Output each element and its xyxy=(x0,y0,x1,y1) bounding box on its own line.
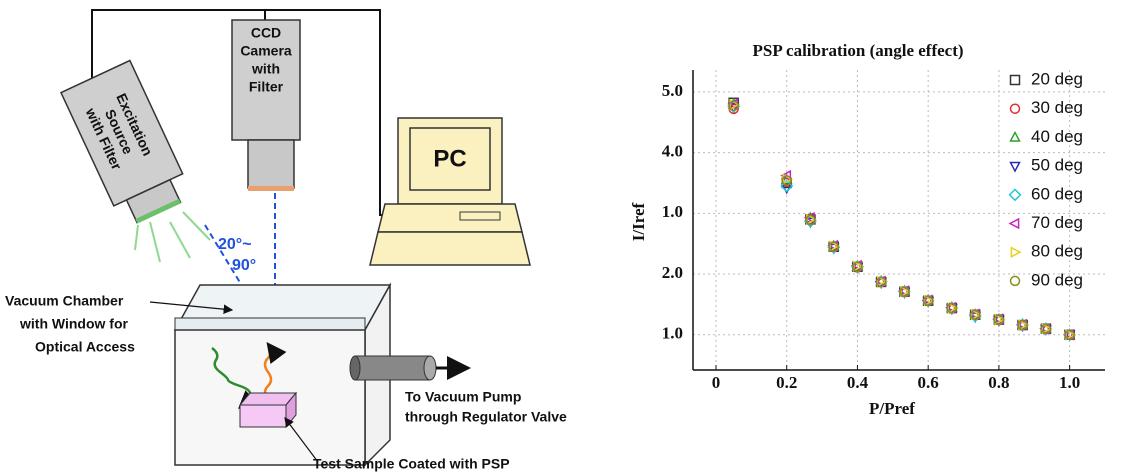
x-tick-label: 1.0 xyxy=(1059,373,1080,392)
legend-label: 70 deg xyxy=(1031,213,1083,232)
angle-label: 90° xyxy=(232,257,256,274)
legend-label: 40 deg xyxy=(1031,127,1083,146)
legend-marker xyxy=(1011,276,1020,285)
page: Excitation Source with Filter CCD Camera… xyxy=(0,0,1121,476)
legend-label: 80 deg xyxy=(1031,242,1083,261)
pipe xyxy=(350,356,436,380)
y-tick-label: 5.0 xyxy=(662,81,683,100)
y-tick-label: 4.0 xyxy=(662,141,683,160)
excitation-source: Excitation Source with Filter xyxy=(61,60,194,229)
chart-title: PSP calibration (angle effect) xyxy=(752,41,963,60)
x-tick-label: 0.2 xyxy=(776,373,797,392)
chamber-label: with Window for xyxy=(19,316,129,332)
legend-marker xyxy=(1010,189,1021,200)
angle-label: 20°~ xyxy=(218,236,252,253)
sample-label: Test Sample Coated with PSP xyxy=(313,456,510,472)
legend-label: 20 deg xyxy=(1031,69,1083,88)
legend-label: 90 deg xyxy=(1031,270,1083,289)
x-tick-label: 0 xyxy=(712,373,721,392)
ccd-camera: CCD Camera with Filter xyxy=(232,20,300,191)
legend-label: 30 deg xyxy=(1031,98,1083,117)
camera-label: Camera xyxy=(240,43,292,59)
chamber-label: Vacuum Chamber xyxy=(5,293,124,309)
pump-label: through Regulator Valve xyxy=(405,409,567,425)
legend-marker xyxy=(1011,104,1020,113)
pc-label: PC xyxy=(433,145,466,172)
y-tick-label: 1.0 xyxy=(662,202,683,221)
light-rays xyxy=(135,212,210,262)
diagram: Excitation Source with Filter CCD Camera… xyxy=(5,10,567,472)
legend-marker xyxy=(1011,163,1020,172)
x-tick-label: 0.6 xyxy=(918,373,939,392)
camera-label: Filter xyxy=(249,79,284,95)
legend-label: 50 deg xyxy=(1031,156,1083,175)
legend-marker xyxy=(1011,76,1020,85)
camera-label: CCD xyxy=(251,25,281,41)
x-tick-label: 0.8 xyxy=(988,373,1009,392)
legend-marker xyxy=(1011,132,1020,141)
pc: PC xyxy=(370,118,530,265)
chart: PSP calibration (angle effect) P/Pref I/… xyxy=(629,41,1105,418)
legend-marker xyxy=(1010,219,1019,228)
chamber-label: Optical Access xyxy=(35,339,135,355)
legend-marker xyxy=(1011,248,1020,257)
y-tick-label: 2.0 xyxy=(662,263,683,282)
y-axis-label: I/Iref xyxy=(629,202,648,241)
pump-label: To Vacuum Pump xyxy=(405,389,521,405)
legend-label: 60 deg xyxy=(1031,184,1083,203)
y-tick-label: 1.0 xyxy=(662,324,683,343)
camera-label: with xyxy=(251,61,280,77)
x-tick-label: 0.4 xyxy=(847,373,869,392)
x-axis-label: P/Pref xyxy=(869,399,915,418)
